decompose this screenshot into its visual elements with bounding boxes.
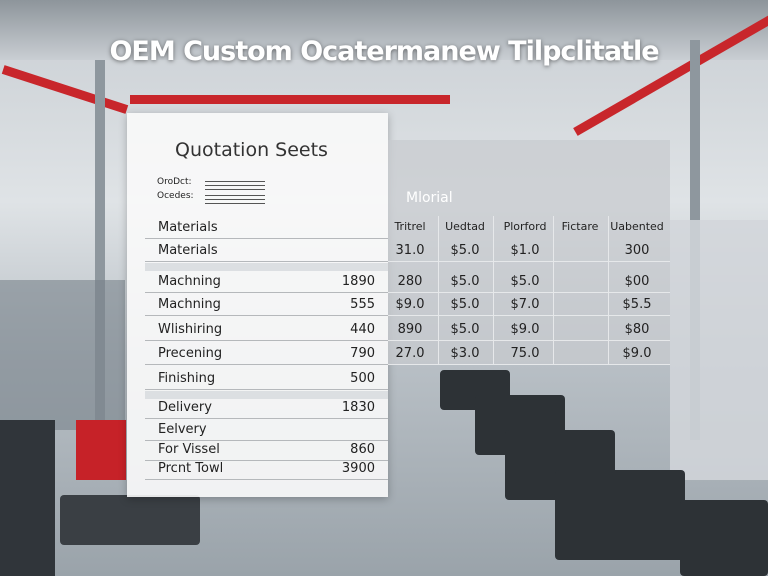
row-value: 440 — [350, 322, 375, 337]
row-value: 3900 — [341, 461, 375, 476]
row-divider — [145, 315, 388, 316]
pillar — [95, 60, 105, 420]
row-divider — [388, 292, 670, 293]
column-header: Tritrel — [394, 220, 426, 233]
cell: $9.0 — [395, 297, 425, 312]
row-label: Wlishiring — [158, 322, 223, 337]
cell: 280 — [397, 274, 423, 289]
row-divider — [388, 340, 670, 341]
quotation-sheet: Quotation Seets OroDct: Ocedes: Materials M… — [127, 113, 388, 497]
grid-header: Mlorial — [406, 190, 453, 206]
enclosure — [0, 280, 125, 430]
cell: $9.0 — [622, 346, 652, 361]
row-divider — [145, 364, 388, 365]
row-divider — [388, 364, 670, 365]
row-value: 555 — [350, 297, 375, 312]
column-divider — [438, 216, 439, 365]
column-divider — [553, 216, 554, 365]
row-divider — [145, 418, 388, 419]
row-label: Eelvery — [158, 422, 207, 437]
cell: $3.0 — [450, 346, 480, 361]
row-label: Materials — [158, 220, 218, 235]
machine — [60, 495, 200, 545]
field-line — [205, 185, 265, 186]
red-cabinet — [76, 420, 126, 480]
cell: $5.5 — [622, 297, 652, 312]
row-divider — [145, 261, 388, 262]
row-value: 860 — [350, 442, 375, 457]
cell: 27.0 — [395, 346, 425, 361]
row-label: For Vissel — [158, 442, 220, 457]
cabinet — [0, 420, 55, 576]
row-label: Precening — [158, 346, 223, 361]
cell: 300 — [624, 243, 650, 258]
row-label: Machning — [158, 274, 221, 289]
field-line — [205, 199, 265, 200]
cell: $9.0 — [510, 322, 540, 337]
row-divider — [145, 460, 388, 461]
row-label: Materials — [158, 243, 218, 258]
cell: 31.0 — [395, 243, 425, 258]
row-label: Delivery — [158, 400, 212, 415]
column-header: Fictare — [561, 220, 599, 233]
row-divider — [145, 479, 388, 480]
field-line — [205, 189, 265, 190]
row-divider — [145, 292, 388, 293]
row-label: Prcnt Towl — [158, 461, 224, 476]
row-divider — [388, 315, 670, 316]
enclosure — [670, 220, 768, 480]
row-label: Machning — [158, 297, 221, 312]
cell: $7.0 — [510, 297, 540, 312]
cell: $5.0 — [510, 274, 540, 289]
ceiling — [0, 0, 768, 60]
row-divider — [145, 238, 388, 239]
cell: $1.0 — [510, 243, 540, 258]
cell: $5.0 — [450, 297, 480, 312]
cell: $00 — [624, 274, 650, 289]
row-divider — [145, 440, 388, 441]
row-divider — [145, 389, 388, 390]
cell: $5.0 — [450, 322, 480, 337]
machine — [555, 470, 685, 560]
column-divider — [493, 216, 494, 365]
cell: $5.0 — [450, 274, 480, 289]
row-value: 1830 — [341, 400, 375, 415]
field-line — [205, 203, 265, 204]
row-divider — [388, 261, 670, 262]
row-value: 1890 — [341, 274, 375, 289]
row-divider — [145, 340, 388, 341]
row-value: 500 — [350, 371, 375, 386]
title: OEM Custom Ocatermanew Tilpclitatle — [109, 36, 659, 67]
field-label: Ocedes: — [157, 191, 194, 201]
column-header: Plorford — [503, 220, 547, 233]
cell: $80 — [624, 322, 650, 337]
field-line — [205, 195, 265, 196]
beam — [130, 95, 450, 104]
cell: $5.0 — [450, 243, 480, 258]
machine — [680, 500, 768, 576]
field-label: OroDct: — [157, 177, 192, 187]
cell: 75.0 — [510, 346, 540, 361]
section-band — [145, 263, 388, 271]
column-header: Uabented — [610, 220, 664, 233]
cell: 890 — [397, 322, 423, 337]
beam — [1, 65, 129, 114]
price-grid: Mlorial Tritrel Uedtad Plorford Fictare Uabe… — [388, 140, 670, 365]
row-value: 790 — [350, 346, 375, 361]
field-line — [205, 181, 265, 182]
section-band — [145, 391, 388, 399]
row-label: Finishing — [158, 371, 216, 386]
column-divider — [608, 216, 609, 365]
sheet-title: Quotation Seets — [175, 139, 328, 161]
column-header: Uedtad — [445, 220, 485, 233]
